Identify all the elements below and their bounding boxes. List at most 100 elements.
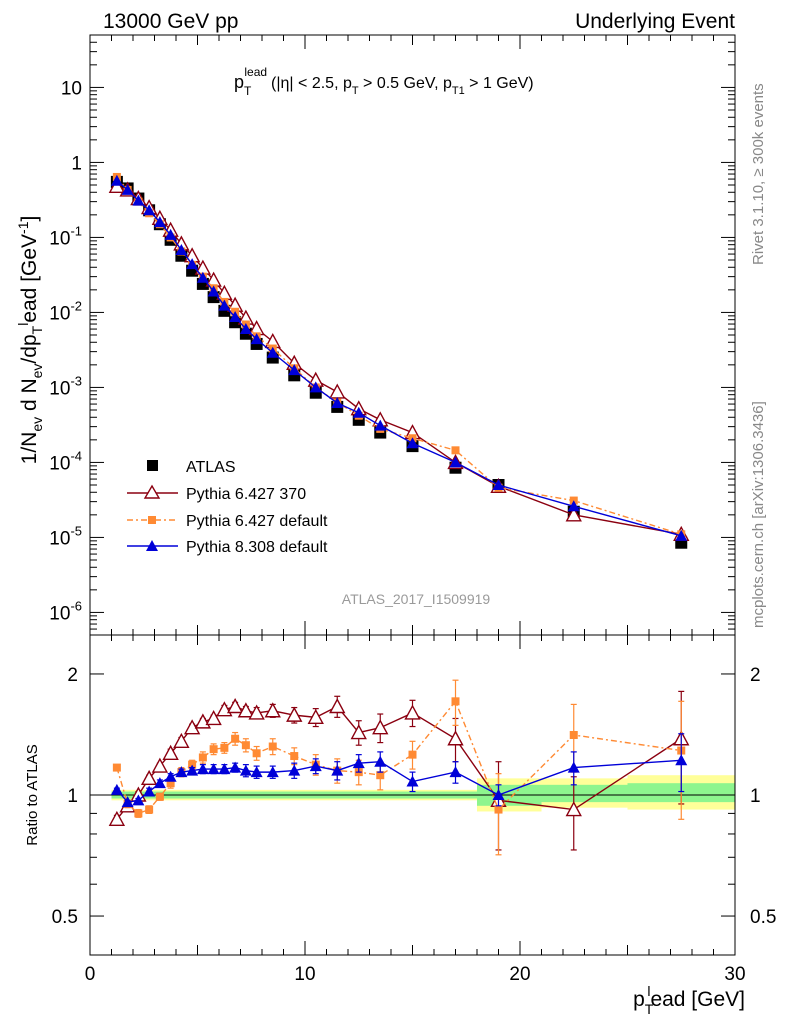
ratio-point-pythia-6-427-370 — [286, 706, 303, 722]
x-tick-label: 20 — [509, 964, 530, 985]
ratio-point-pythia-8-308-default — [132, 794, 145, 806]
title-var-sup: lead — [244, 65, 267, 79]
ratio-y-tick-label-right: 2 — [750, 665, 761, 686]
ratio-point-pythia-8-308-default — [239, 764, 252, 776]
ratio-point-pythia-6-427-default — [166, 779, 175, 788]
ratio-point-pythia-6-427-default — [231, 734, 240, 743]
main-point-pythia-6-427-370 — [329, 383, 346, 399]
ratio-point-pythia-6-427-default — [408, 750, 417, 759]
ratio-y-tick-label-right: 1 — [750, 786, 761, 807]
legend-atlas-label: ATLAS — [186, 459, 236, 476]
ratio-point-pythia-6-427-370 — [248, 704, 265, 720]
ratio-point-pythia-8-308-default — [175, 766, 188, 778]
legend-pythia6-370-label: Pythia 6.427 370 — [186, 486, 306, 503]
ratio-point-pythia-8-308-default — [331, 764, 344, 776]
x-tick-label: 10 — [294, 964, 315, 985]
ratio-point-pythia-6-427-default — [252, 749, 261, 758]
ratio-point-pythia-8-308-default — [266, 766, 279, 778]
ratio-point-pythia-6-427-370 — [162, 744, 179, 760]
legend: ATLAS Pythia 6.427 370 Pythia 6.427 defa… — [127, 459, 328, 556]
title-cuts: (|η| < 2.5, p — [271, 75, 352, 92]
ratio-point-pythia-6-427-370 — [226, 698, 244, 714]
legend-pythia8-label: Pythia 8.308 default — [186, 539, 328, 556]
x-tick-labels: 0 10 20 30 — [85, 964, 746, 985]
ratio-point-pythia-8-308-default — [449, 766, 462, 778]
ratio-point-pythia-6-427-370 — [108, 810, 126, 827]
ratio-point-pythia-6-427-370 — [264, 702, 281, 718]
ratio-point-pythia-6-427-370 — [350, 724, 367, 740]
ratio-point-pythia-6-427-370 — [151, 757, 169, 773]
ratio-series-pythia-8-308-default — [110, 733, 688, 808]
ratio-point-pythia-8-308-default — [218, 763, 231, 775]
title-cuts-sub2: T1 — [452, 85, 465, 97]
ratio-point-pythia-8-308-default — [207, 763, 220, 775]
main-series-layer — [108, 172, 690, 549]
legend-entry-pythia8: Pythia 8.308 default — [127, 539, 328, 556]
main-point-pythia-8-308-default — [153, 216, 166, 228]
main-point-pythia-8-308-default — [266, 346, 279, 358]
main-point-pythia-8-308-default — [406, 437, 419, 449]
ratio-point-pythia-8-308-default — [164, 770, 177, 782]
main-series-pythia-8-308-default — [110, 174, 688, 541]
ratio-point-pythia-6-427-default — [376, 771, 385, 780]
main-y-tick-label: 1 — [71, 153, 82, 174]
main-point-pythia-8-308-default — [121, 183, 134, 195]
ratio-point-pythia-8-308-default — [288, 764, 301, 776]
ratio-point-pythia-8-308-default — [374, 755, 387, 767]
ratio-uncertainty-bands — [111, 775, 735, 812]
legend-entry-atlas: ATLAS — [147, 459, 236, 476]
main-line-pythia-6-427-370 — [116, 185, 682, 536]
process-label: Underlying Event — [575, 10, 735, 33]
main-y-tick-label: 10-1 — [49, 223, 82, 249]
main-point-pythia-8-308-default — [110, 174, 123, 186]
ratio-band-inner — [541, 784, 628, 803]
ratio-point-pythia-6-427-370 — [307, 708, 324, 725]
ratio-point-pythia-6-427-370 — [447, 730, 464, 746]
ratio-point-pythia-8-308-default — [675, 754, 688, 766]
main-point-pythia-6-427-370 — [108, 177, 126, 194]
main-point-pythia-8-308-default — [218, 299, 231, 311]
legend-atlas-marker — [147, 460, 158, 471]
main-point-pythia-8-308-default — [196, 271, 209, 283]
title-var: p — [234, 72, 244, 92]
ratio-point-pythia-6-427-default — [494, 805, 503, 814]
main-y-tick-label: 10-2 — [49, 298, 82, 324]
ratio-point-pythia-8-308-default — [406, 775, 419, 787]
legend-pythia6-default-label: Pythia 6.427 default — [186, 513, 328, 530]
legend-pythia8-marker — [146, 540, 158, 551]
ratio-y-axis-label: Ratio to ATLAS — [24, 744, 41, 845]
main-point-pythia-8-308-default — [492, 479, 505, 490]
ratio-point-pythia-8-308-default — [110, 783, 123, 795]
main-line-pythia-6-427-default — [116, 176, 682, 535]
ratio-point-pythia-6-427-default — [241, 741, 250, 750]
main-point-pythia-8-308-default — [374, 419, 387, 431]
x-axis-label: pTlead [GeV] — [633, 983, 745, 1017]
main-y-tick-labels: 10 1 10-1 10-2 10-3 10-4 10-5 10-6 — [49, 78, 82, 624]
ratio-point-pythia-6-427-370 — [372, 719, 389, 735]
ratio-point-pythia-8-308-default — [492, 789, 505, 800]
title-cuts-sub1: T — [352, 85, 359, 97]
main-point-pythia-8-308-default — [250, 333, 263, 345]
main-y-axis-label: 1/Nev d Nev/dpTlead [GeV-1] — [15, 216, 45, 465]
main-point-pythia-8-308-default — [175, 243, 188, 255]
title-cuts-end: > 1 GeV) — [465, 75, 534, 92]
analysis-tag: ATLAS_2017_I1509919 — [342, 591, 491, 607]
ratio-point-pythia-8-308-default — [229, 761, 242, 773]
mcplots-label: mcplots.cern.ch [arXiv:1306.3436] — [750, 401, 767, 628]
ratio-y-tick-label: 1 — [67, 786, 78, 807]
main-y-tick-label: 10-5 — [49, 523, 82, 549]
ratio-point-pythia-6-427-default — [220, 743, 229, 752]
ratio-point-pythia-6-427-default — [112, 763, 121, 772]
ratio-y-tick-labels: 2 2 1 1 0.5 0.5 — [52, 665, 777, 928]
ratio-y-tick-label: 2 — [67, 665, 78, 686]
ratio-point-pythia-6-427-default — [209, 745, 218, 754]
ratio-point-pythia-6-427-default — [198, 753, 207, 762]
main-point-pythia-6-427-default — [451, 446, 460, 455]
ratio-point-pythia-8-308-default — [186, 764, 199, 776]
energy-label: 13000 GeV pp — [103, 10, 238, 33]
ratio-point-pythia-6-427-370 — [237, 702, 255, 718]
ratio-point-pythia-6-427-default — [145, 805, 154, 814]
legend-entry-pythia6-default: Pythia 6.427 default — [127, 513, 328, 530]
ratio-series-pythia-6-427-370 — [108, 690, 690, 851]
